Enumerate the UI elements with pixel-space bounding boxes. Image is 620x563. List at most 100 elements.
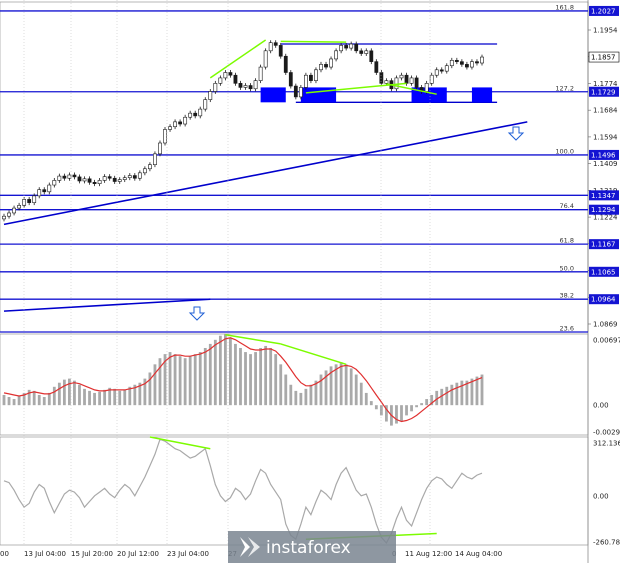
candle-body <box>188 112 193 118</box>
candle-body <box>97 180 102 184</box>
candle-body <box>178 121 183 125</box>
candle-body <box>57 175 62 181</box>
macd-histogram-bar <box>178 356 182 406</box>
candle-body <box>449 59 454 67</box>
macd-histogram-bar <box>183 358 187 406</box>
macd-histogram-bar <box>103 389 107 406</box>
candle-body <box>238 83 243 88</box>
macd-histogram-bar <box>269 347 273 406</box>
candle-body <box>32 195 37 203</box>
candle-body <box>87 178 92 183</box>
macd-histogram-bar <box>279 364 283 406</box>
candle-body <box>37 189 42 197</box>
candle-body <box>122 177 127 180</box>
candle-body <box>117 179 122 182</box>
candle-body <box>379 72 384 84</box>
macd-histogram-bar <box>470 378 474 406</box>
macd-histogram-bar <box>364 392 368 406</box>
fib-ratio-label: 38.2 <box>560 292 574 300</box>
macd-histogram-bar <box>163 354 167 406</box>
candle-body <box>309 74 313 81</box>
uptrend-line <box>3 121 528 226</box>
watermark-logo-icon <box>240 537 260 557</box>
macd-histogram-bar <box>400 405 403 422</box>
candle-body <box>359 50 364 54</box>
candle-body <box>203 99 208 110</box>
candle-body <box>470 61 474 68</box>
macd-histogram-bar <box>374 405 378 410</box>
macd-histogram-bar <box>52 386 56 406</box>
cci-tick-label: 312.1363 <box>593 440 620 448</box>
macd-histogram-bar <box>47 392 51 406</box>
time-tick-label: 15 Jul 20:00 <box>71 550 113 558</box>
time-tick-label: 20 Jul 12:00 <box>117 550 159 558</box>
candle-body <box>132 175 137 179</box>
macd-histogram-bar <box>314 380 318 406</box>
macd-histogram-bar <box>2 394 6 406</box>
macd-signal-line <box>3 337 483 423</box>
fib-ratio-label: 23.6 <box>560 325 574 333</box>
macd-histogram-bar <box>359 382 363 406</box>
down-arrow-icon <box>507 126 525 141</box>
macd-histogram-bar <box>465 380 469 406</box>
candle-body <box>329 58 333 68</box>
candle-body <box>52 180 57 186</box>
fib-price-tag <box>589 86 619 97</box>
candle-body <box>137 172 142 179</box>
macd-histogram-bar <box>480 374 484 406</box>
macd-histogram-bar <box>420 403 424 406</box>
macd-histogram-bar <box>213 339 217 406</box>
candle-body <box>278 45 283 57</box>
candle-body <box>369 50 374 62</box>
macd-histogram-bar <box>475 376 479 406</box>
candle-body <box>444 65 449 72</box>
fib-price-tag-label: 1.0964 <box>591 296 616 304</box>
price-tick-label: 1.1684 <box>593 107 618 115</box>
down-arrow-icon <box>188 306 206 321</box>
fib-price-tag-label: 1.2027 <box>591 7 616 15</box>
fib-ratio-label: 100.0 <box>555 147 574 155</box>
macd-panel: 0.00697 0.00 -0.00292 <box>0 0 620 545</box>
candle-body <box>439 69 444 72</box>
macd-histogram-bar <box>385 405 388 422</box>
macd-histogram-bar <box>455 382 459 406</box>
price-divergence-line <box>386 83 437 95</box>
macd-histogram-bar <box>264 345 268 406</box>
fib-price-tag <box>589 204 619 215</box>
fib-ratio-label: 127.2 <box>555 84 574 92</box>
macd-histogram-bar <box>93 392 96 406</box>
macd-histogram-bar <box>113 388 117 406</box>
candle-body <box>102 176 107 181</box>
time-tick-label: 11 Aug 12:00 <box>405 550 452 558</box>
macd-histogram-bar <box>440 388 444 406</box>
fib-price-tag <box>589 190 619 201</box>
candle-body <box>158 142 162 155</box>
macd-histogram-bar <box>158 358 162 406</box>
candle-body <box>298 87 303 98</box>
macd-histogram-bar <box>173 354 177 406</box>
candle-body <box>213 83 218 92</box>
candle-body <box>107 176 112 179</box>
watermark-text: instaforex <box>266 538 351 558</box>
candle-body <box>293 85 298 98</box>
macd-histogram-bar <box>239 347 242 406</box>
macd-histogram-bar <box>62 379 66 406</box>
macd-histogram-bar <box>188 356 192 406</box>
candle-body <box>218 77 223 84</box>
candle-body <box>283 55 288 73</box>
cci-divergence-line <box>149 436 211 450</box>
candle-body <box>127 175 132 179</box>
macd-histogram-bar <box>334 364 338 406</box>
macd-histogram-bar <box>78 384 81 406</box>
macd-tick-label: 0.00697 <box>593 337 620 345</box>
macd-histogram-bar <box>430 394 434 406</box>
price-divergence-line <box>209 39 267 79</box>
macd-histogram-bar <box>208 343 212 406</box>
macd-histogram-bar <box>153 364 157 406</box>
macd-histogram-bar <box>299 392 303 406</box>
macd-histogram-bar <box>148 372 152 406</box>
candle-body <box>72 174 77 178</box>
time-tick-fragment: 00 <box>0 550 9 558</box>
candle-body <box>22 199 27 206</box>
macd-histogram-bar <box>108 387 112 406</box>
